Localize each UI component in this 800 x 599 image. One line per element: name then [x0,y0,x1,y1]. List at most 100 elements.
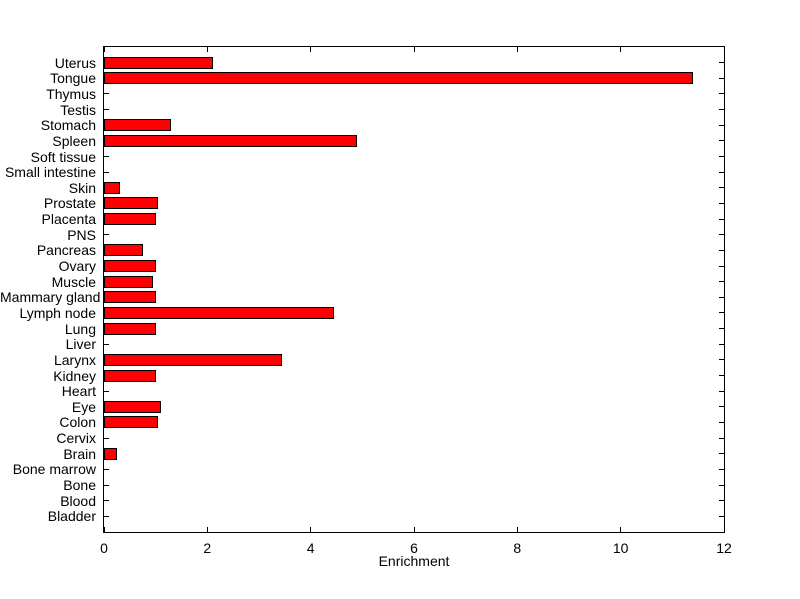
x-tick-label-2: 2 [203,540,212,556]
y-axis-tick-right [719,156,724,158]
category-label-placenta: Placenta [41,211,96,228]
x-axis-tick-top [516,47,518,52]
bar-larynx [104,353,283,366]
y-axis-tick-right [719,312,724,314]
category-label-cervix: Cervix [56,430,96,447]
bar-prostate [104,197,159,210]
y-axis-tick-right [719,77,724,79]
x-axis-tick-bottom [206,527,208,532]
x-axis-tick-top [103,47,105,52]
category-label-skin: Skin [68,179,96,196]
y-axis-tick-right [719,375,724,377]
bar-mammary-gland [104,291,156,304]
bar-uterus [104,56,213,69]
y-axis-tick-right [719,437,724,439]
y-axis-tick-right [719,468,724,470]
bar-colon [104,416,159,429]
y-axis-tick-left [104,234,109,236]
y-axis-tick-left [104,515,109,517]
category-label-lung: Lung [64,320,96,337]
x-axis-tick-bottom [516,527,518,532]
y-axis-tick-right [719,249,724,251]
y-axis-tick-right [719,500,724,502]
x-axis-tick-top [413,47,415,52]
category-label-soft-tissue: Soft tissue [30,148,96,165]
bar-brain [104,447,117,460]
y-axis-tick-right [719,421,724,423]
y-axis-tick-right [719,359,724,361]
x-axis-tick-bottom [103,527,105,532]
category-label-brain: Brain [63,445,96,462]
y-axis-tick-left [104,437,109,439]
x-axis-tick-bottom [723,527,725,532]
y-axis-tick-left [104,109,109,111]
plot-area [103,46,725,533]
y-axis-tick-left [104,171,109,173]
category-label-uterus: Uterus [54,54,96,71]
category-label-larynx: Larynx [53,351,96,368]
category-label-bone-marrow: Bone marrow [12,461,96,478]
y-axis-tick-left [104,343,109,345]
category-label-prostate: Prostate [43,195,96,212]
category-label-liver: Liver [65,336,96,353]
x-axis-title: Enrichment [378,553,450,569]
category-label-heart: Heart [61,383,96,400]
x-tick-label-0: 0 [100,540,108,556]
y-axis-tick-right [719,93,724,95]
category-label-spleen: Spleen [52,132,96,149]
x-tick-label-8: 8 [513,540,522,556]
category-label-thymus: Thymus [46,85,96,102]
y-axis-tick-right [719,124,724,126]
x-tick-label-10: 10 [612,540,629,556]
x-tick-label-6: 6 [410,540,418,556]
category-label-blood: Blood [60,492,96,509]
category-label-kidney: Kidney [53,367,96,384]
y-axis-tick-right [719,281,724,283]
y-axis-tick-right [719,234,724,236]
category-label-mammary-gland: Mammary gland [0,289,101,306]
bar-eye [104,400,161,413]
y-axis-tick-right [719,515,724,517]
x-axis-tick-top [206,47,208,52]
bar-spleen [104,134,358,147]
category-label-colon: Colon [59,414,96,431]
y-axis-tick-right [719,109,724,111]
category-label-stomach: Stomach [40,117,96,134]
y-axis-tick-right [719,453,724,455]
y-axis-tick-right [719,62,724,64]
x-axis-tick-top [723,47,725,52]
y-axis-tick-right [719,187,724,189]
x-axis-tick-bottom [620,527,622,532]
category-label-eye: Eye [71,398,96,415]
x-axis-tick-top [620,47,622,52]
bar-kidney [104,369,156,382]
category-label-bone: Bone [63,477,96,494]
x-tick-label-12: 12 [716,540,732,556]
x-axis-tick-top [310,47,312,52]
y-axis-tick-right [719,328,724,330]
x-axis-tick-bottom [413,527,415,532]
bar-pancreas [104,244,143,257]
y-axis-tick-right [719,202,724,204]
y-axis-tick-left [104,468,109,470]
category-label-small-intestine: Small intestine [4,164,96,181]
x-tick-label-4: 4 [306,540,315,556]
bar-muscle [104,275,154,288]
y-axis-tick-right [719,343,724,345]
y-axis-tick-right [719,171,724,173]
y-axis-tick-left [104,93,109,95]
bar-tongue [104,72,693,85]
bar-lymph-node [104,306,334,319]
y-axis-tick-right [719,406,724,408]
category-label-testis: Testis [60,101,96,118]
y-axis-tick-right [719,484,724,486]
bar-stomach [104,119,172,132]
bar-placenta [104,213,156,226]
category-label-bladder: Bladder [47,508,96,525]
category-label-pancreas: Pancreas [36,242,96,259]
bar-skin [104,181,120,194]
category-label-ovary: Ovary [58,258,96,275]
y-axis-tick-left [104,500,109,502]
category-label-tongue: Tongue [50,70,96,87]
